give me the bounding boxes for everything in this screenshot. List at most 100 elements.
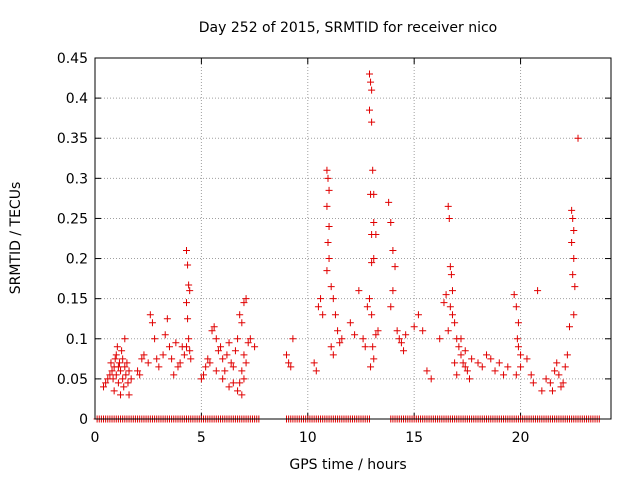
data-point xyxy=(238,391,246,399)
data-point xyxy=(112,371,120,379)
data-point xyxy=(324,174,332,182)
axis-ticks: 0 0.05 0.1 0.15 0.2 0.25 0.3 0.35 0.4 0.45 0 5 10 15 2… xyxy=(57,51,611,446)
data-point xyxy=(229,379,237,387)
data-point xyxy=(363,303,371,311)
data-point xyxy=(542,375,550,383)
data-point xyxy=(389,287,397,295)
data-point xyxy=(244,339,252,347)
data-point xyxy=(182,247,190,255)
data-point xyxy=(329,295,337,303)
data-point xyxy=(223,351,231,359)
data-point xyxy=(148,319,156,327)
data-point xyxy=(134,367,142,375)
data-point xyxy=(391,263,399,271)
x-tick-label: 5 xyxy=(197,430,206,446)
data-point xyxy=(527,371,535,379)
data-point xyxy=(365,106,373,114)
data-point xyxy=(457,335,465,343)
data-point xyxy=(323,166,331,174)
data-point xyxy=(370,355,378,363)
data-point xyxy=(331,311,339,319)
data-point xyxy=(365,70,373,78)
data-point xyxy=(336,339,344,347)
data-point xyxy=(553,359,561,367)
data-point xyxy=(251,343,259,351)
data-point xyxy=(113,343,121,351)
data-point xyxy=(393,327,401,335)
data-point xyxy=(512,371,520,379)
data-point xyxy=(368,118,376,126)
data-point xyxy=(555,371,563,379)
data-point xyxy=(513,335,521,343)
data-point xyxy=(210,323,218,331)
data-point xyxy=(495,359,503,367)
data-point xyxy=(410,323,418,331)
data-point xyxy=(176,359,184,367)
data-point xyxy=(234,335,242,343)
data-point xyxy=(174,363,182,371)
data-point xyxy=(287,363,295,371)
data-point xyxy=(370,190,378,198)
y-tick-label: 0.2 xyxy=(66,252,88,268)
data-point xyxy=(423,367,431,375)
data-point xyxy=(151,335,159,343)
data-point xyxy=(155,363,163,371)
y-tick-label: 0.15 xyxy=(57,292,88,308)
data-point xyxy=(566,323,574,331)
data-point xyxy=(461,347,469,355)
data-point xyxy=(229,363,237,371)
data-point xyxy=(444,202,452,210)
data-point xyxy=(546,379,554,387)
data-point xyxy=(123,359,131,367)
data-point xyxy=(186,287,194,295)
data-point xyxy=(111,355,119,363)
data-point xyxy=(317,295,325,303)
data-point xyxy=(182,343,190,351)
x-axis-label: GPS time / hours xyxy=(289,457,406,473)
plot-frame xyxy=(94,57,612,420)
data-point xyxy=(240,375,248,383)
data-point xyxy=(361,343,369,351)
data-point xyxy=(451,319,459,327)
data-point xyxy=(212,367,220,375)
data-point xyxy=(110,387,118,395)
data-point xyxy=(368,86,376,94)
data-point xyxy=(529,379,537,387)
data-point xyxy=(146,311,154,319)
data-point xyxy=(242,295,250,303)
y-tick-label: 0.35 xyxy=(57,131,88,147)
data-point xyxy=(238,319,246,327)
data-point xyxy=(236,379,244,387)
data-point xyxy=(112,351,120,359)
data-point xyxy=(161,331,169,339)
data-point xyxy=(117,367,125,375)
data-point xyxy=(144,359,152,367)
data-point xyxy=(570,226,578,234)
data-point xyxy=(510,291,518,299)
data-point xyxy=(120,383,128,391)
data-point xyxy=(568,239,576,247)
data-point xyxy=(514,343,522,351)
data-point xyxy=(548,387,556,395)
data-point xyxy=(202,363,210,371)
y-axis-label: SRMTID / TECUs xyxy=(8,182,24,295)
data-point xyxy=(367,78,375,86)
data-point xyxy=(285,359,293,367)
data-point xyxy=(367,363,375,371)
data-point xyxy=(325,186,333,194)
data-point xyxy=(108,367,116,375)
data-point xyxy=(440,299,448,307)
data-point xyxy=(127,375,135,383)
data-point xyxy=(569,271,577,279)
data-point xyxy=(446,303,454,311)
data-point xyxy=(122,371,130,379)
data-point xyxy=(159,351,167,359)
data-point xyxy=(517,351,525,359)
data-point xyxy=(240,351,248,359)
data-point xyxy=(121,335,129,343)
data-point xyxy=(504,363,512,371)
data-point xyxy=(117,391,125,399)
data-point xyxy=(459,359,467,367)
data-point xyxy=(369,343,377,351)
data-point xyxy=(370,255,378,263)
